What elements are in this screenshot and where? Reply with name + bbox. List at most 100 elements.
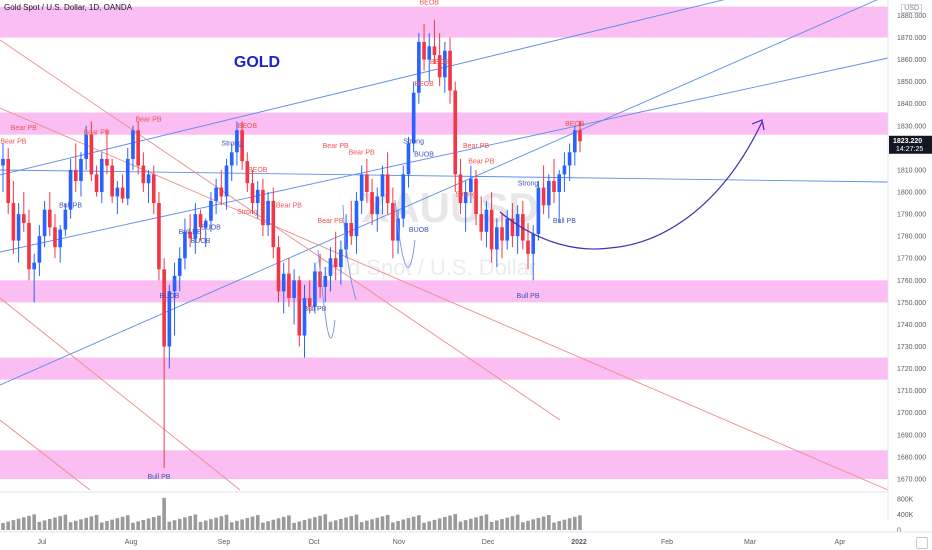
last-price-badge	[889, 135, 932, 154]
trend-line	[0, 39, 561, 421]
candle-body	[261, 189, 265, 226]
candle	[453, 81, 458, 193]
candle	[281, 262, 286, 314]
candle	[541, 165, 546, 215]
volume-bar	[297, 521, 302, 530]
volume-bar	[266, 521, 270, 530]
candle-body	[422, 41, 426, 60]
price-tick: 1840.000	[897, 101, 926, 108]
volume-bar	[136, 521, 140, 530]
trend-line	[0, 107, 889, 491]
volume-bar	[562, 519, 567, 530]
candle	[307, 280, 312, 314]
volume-bar	[188, 515, 192, 530]
signal-label: Bull PB	[303, 306, 326, 313]
candle	[53, 214, 57, 259]
bar-countdown: 14:27:25	[896, 146, 923, 153]
candle-body	[21, 214, 26, 223]
candle	[162, 258, 166, 468]
candle	[302, 284, 307, 358]
candle	[474, 169, 478, 226]
candle	[245, 152, 250, 193]
price-tick: 1780.000	[897, 234, 926, 241]
candle-body	[99, 158, 104, 193]
volume-bar	[521, 522, 525, 530]
candle	[422, 24, 426, 71]
volume-bar	[99, 522, 104, 530]
candle-body	[177, 258, 182, 276]
volume-bar	[375, 517, 380, 530]
pattern-curve	[342, 204, 357, 301]
volume-bar	[510, 516, 515, 530]
volume-bar	[276, 518, 281, 530]
candle-body	[120, 187, 125, 199]
volume-bar	[120, 516, 125, 530]
candle-body	[572, 130, 577, 153]
supply-demand-zone	[0, 357, 888, 380]
candle	[21, 192, 26, 232]
volume-bar	[531, 519, 536, 530]
volume-bar	[401, 519, 406, 530]
volume-bar	[105, 521, 109, 530]
candle	[448, 37, 452, 104]
currency-label[interactable]: USD	[901, 4, 922, 13]
volume-bar	[370, 519, 374, 530]
chart-settings-icon[interactable]	[916, 537, 928, 549]
candle	[349, 200, 354, 245]
volume-bar	[224, 514, 229, 530]
price-tick: 1850.000	[897, 79, 926, 86]
candle	[287, 258, 291, 307]
candle	[333, 231, 338, 281]
candle-body	[193, 214, 198, 239]
volume-bar	[6, 521, 11, 530]
candle	[401, 165, 406, 228]
volume-bar	[339, 518, 343, 530]
volume-bar	[146, 518, 151, 530]
signal-label: Bull PB	[553, 218, 576, 225]
volume-bar	[385, 514, 390, 530]
candle-body	[11, 203, 16, 241]
candle-body	[349, 222, 354, 237]
volume-bar	[552, 522, 556, 530]
volume-bar	[167, 521, 172, 530]
candle	[240, 121, 244, 170]
candle	[318, 253, 322, 298]
volume-bar	[422, 522, 426, 530]
supply-demand-zone	[0, 6, 888, 38]
candle	[193, 203, 198, 254]
candle	[375, 187, 380, 232]
candle-body	[105, 158, 109, 166]
price-tick: 1710.000	[897, 388, 926, 395]
signal-label: Bear PB	[463, 143, 489, 150]
candle-body	[359, 174, 364, 201]
last-price-value: 1823.220	[893, 138, 922, 145]
candle	[16, 203, 21, 263]
candle	[344, 214, 348, 259]
candle-body	[214, 187, 218, 201]
candle-body	[297, 280, 302, 336]
signal-label: Bear PB	[323, 143, 349, 150]
candle-body	[531, 233, 536, 254]
signal-label: Strong	[221, 141, 242, 148]
candle-body	[115, 187, 120, 197]
candle-body	[521, 214, 525, 241]
candle	[354, 192, 359, 254]
candle-body	[323, 275, 328, 287]
volume-bar	[344, 517, 348, 530]
candle	[136, 121, 140, 175]
candle	[427, 33, 432, 82]
volume-bar	[198, 521, 203, 530]
volume-bar	[432, 519, 437, 530]
candle-body	[411, 92, 416, 144]
candle-body	[240, 130, 244, 162]
volume-bar	[245, 517, 250, 530]
candle-body	[406, 143, 411, 175]
candle	[437, 33, 442, 87]
candle-body	[391, 203, 395, 241]
volume-bar	[318, 515, 322, 530]
candle	[297, 275, 302, 347]
pattern-curve	[394, 199, 416, 268]
candle	[235, 121, 239, 166]
volume-bar	[546, 515, 551, 530]
